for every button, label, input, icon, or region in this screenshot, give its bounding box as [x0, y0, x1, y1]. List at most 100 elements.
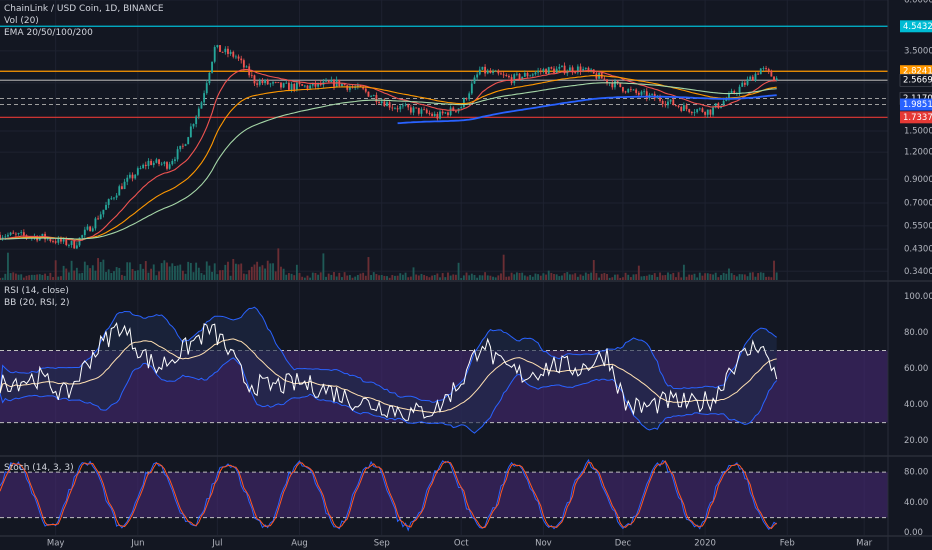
price-label: 2.5669: [903, 76, 932, 86]
candle-body: [680, 106, 683, 111]
candle-body: [290, 83, 293, 90]
volume-bar: [370, 275, 373, 280]
volume-bar: [675, 277, 677, 280]
candle-body: [372, 95, 375, 97]
candle-body: [481, 66, 484, 70]
candle-body: [470, 83, 473, 94]
volume-bar: [115, 267, 118, 280]
candle-body: [227, 48, 229, 54]
candle-body: [401, 105, 404, 107]
candle-body: [264, 79, 267, 84]
volume-bar: [696, 277, 699, 280]
candle-body: [500, 73, 502, 75]
candle-body: [139, 168, 142, 169]
volume-bar: [7, 252, 9, 280]
volume-bar: [213, 263, 216, 280]
volume-bar: [110, 273, 113, 280]
volume-bar: [205, 261, 208, 280]
volume-bar: [118, 268, 121, 280]
price-label: 2.8241: [903, 67, 932, 77]
volume-bar: [693, 273, 696, 280]
volume-bar: [433, 275, 436, 280]
candle-body: [184, 144, 187, 146]
volume-bar: [648, 274, 651, 280]
volume-bar: [653, 273, 656, 280]
symbol-title[interactable]: ChainLink / USD Coin, 1D, BINANCE: [4, 4, 164, 14]
volume-bar: [272, 263, 274, 280]
candle-body: [714, 103, 717, 108]
candle-body: [52, 241, 54, 242]
bb-basis: [0, 338, 777, 414]
volume-bar: [258, 266, 261, 280]
candle-body: [213, 47, 216, 62]
volume-bar: [335, 276, 338, 280]
stoch-tick-label: 40.00: [904, 498, 928, 508]
candle-body: [733, 91, 736, 94]
volume-bar: [89, 268, 92, 280]
candle-body: [775, 78, 778, 81]
volume-bar: [659, 272, 661, 280]
candle-body: [476, 74, 479, 78]
candle-body: [698, 108, 701, 110]
volume-bar: [420, 273, 423, 280]
candle-body: [582, 68, 585, 72]
volume-bar: [465, 272, 468, 280]
volume-bar: [553, 274, 555, 280]
candle-body: [78, 237, 81, 246]
stoch-title[interactable]: Stoch (14, 3, 3): [4, 463, 74, 473]
ema-legend[interactable]: EMA 20/50/100/200: [4, 28, 93, 38]
volume-bar: [447, 272, 449, 280]
volume-bar: [672, 272, 675, 280]
candle-body: [7, 234, 9, 237]
volume-bar: [409, 276, 412, 280]
volume-bar: [561, 275, 563, 280]
candle-body: [128, 174, 131, 178]
candle-body: [420, 109, 423, 114]
volume-bar: [327, 273, 330, 280]
volume-bar: [216, 274, 219, 280]
candle-body: [725, 98, 728, 101]
volume-bar: [762, 272, 765, 280]
candle-body: [497, 70, 500, 74]
volume-bar: [49, 272, 52, 280]
x-tick-label: 2020: [694, 539, 716, 549]
volume-bar: [152, 264, 155, 280]
volume-bar: [14, 273, 17, 280]
candle-body: [547, 67, 550, 75]
candle-body: [584, 67, 587, 69]
volume-bar: [285, 274, 288, 280]
volume-bar: [563, 273, 566, 280]
candle-body: [611, 82, 614, 88]
volume-bar: [611, 277, 614, 280]
volume-bar: [240, 263, 243, 280]
candle-body: [704, 111, 707, 115]
volume-bar: [457, 262, 460, 280]
candle-body: [105, 204, 107, 210]
volume-bar: [107, 269, 110, 280]
volume-bar: [232, 258, 235, 280]
rsi-title[interactable]: RSI (14, close): [4, 286, 69, 296]
candle-body: [67, 244, 70, 246]
volume-bar: [770, 277, 773, 280]
candle-body: [367, 91, 370, 97]
volume-bar: [515, 272, 518, 280]
bb-title[interactable]: BB (20, RSI, 2): [4, 298, 70, 308]
candle-body: [330, 79, 333, 83]
volume-bar: [155, 275, 158, 280]
y-tick-label: 1.2000: [904, 148, 932, 158]
volume-legend[interactable]: Vol (20): [4, 16, 39, 26]
candle-body: [494, 70, 497, 72]
candle-body: [508, 76, 510, 78]
volume-bar: [81, 272, 84, 280]
volume-bar: [248, 270, 251, 280]
candle-body: [17, 233, 20, 235]
y-tick-label: 0.4300: [904, 245, 932, 255]
volume-bar: [492, 276, 494, 280]
volume-bar: [197, 267, 200, 280]
volume-bar: [730, 273, 733, 280]
rsi-legend: RSI (14, close) BB (20, RSI, 2): [4, 285, 69, 309]
volume-bar: [227, 261, 229, 280]
volume-bar: [455, 274, 457, 280]
